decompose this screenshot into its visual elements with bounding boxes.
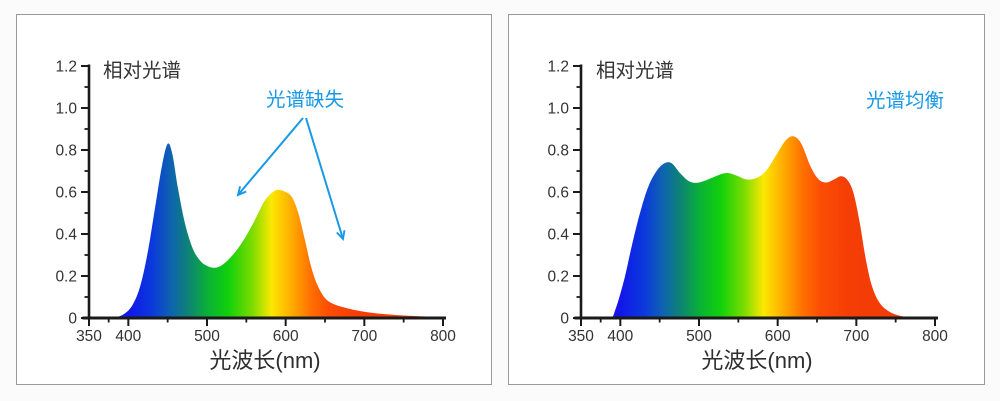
- x-tick-label: 350: [76, 328, 102, 345]
- y-tick-label: 1.2: [55, 58, 77, 75]
- y-tick-label: 1.2: [547, 58, 569, 75]
- spectrum-area: [115, 143, 443, 318]
- y-tick-label: 0.2: [55, 268, 77, 285]
- x-tick-label: 400: [115, 328, 141, 345]
- chart-title: 相对光谱: [596, 60, 674, 82]
- y-tick-label: 1.0: [547, 100, 569, 117]
- x-tick-label: 800: [430, 328, 456, 345]
- spectrum-area: [612, 136, 913, 318]
- y-tick-label: 0.6: [55, 184, 77, 201]
- spectrum-chart-right: 350 400 500 600 700 800 0 0.2 0.4 0.6 0.8 1.0 1.2 相对…: [547, 58, 948, 373]
- x-tick-label: 500: [686, 328, 712, 345]
- y-tick-label: 0.8: [547, 142, 569, 159]
- x-tick-label: 500: [194, 328, 220, 345]
- annotation-arrow-left-icon: [236, 117, 304, 197]
- x-tick-label: 600: [765, 328, 791, 345]
- x-axis-title: 光波长(nm): [701, 348, 812, 373]
- y-tick-label: 0.8: [55, 142, 77, 159]
- chart-panel-left: 350 400 500 600 700 800 0 0.2 0.4 0.6 0.8 1.0 1.2 相对…: [16, 14, 492, 385]
- y-tick-label: 0: [560, 310, 569, 327]
- x-tick-label: 800: [922, 328, 948, 345]
- x-tick-label: 400: [607, 328, 633, 345]
- y-tick-label: 0: [68, 310, 77, 327]
- x-tick-label: 600: [273, 328, 299, 345]
- y-tick-label: 1.0: [55, 100, 77, 117]
- y-tick-label: 0.4: [547, 226, 569, 243]
- x-axis-title: 光波长(nm): [209, 348, 320, 373]
- x-tick-label: 700: [351, 328, 377, 345]
- x-tick-label: 350: [568, 328, 594, 345]
- annotation-arrow-right-icon: [305, 117, 346, 242]
- y-tick-label: 0.6: [547, 184, 569, 201]
- y-tick-label: 0.4: [55, 226, 77, 243]
- spectrum-chart-left: 350 400 500 600 700 800 0 0.2 0.4 0.6 0.8 1.0 1.2 相对…: [55, 58, 456, 373]
- annotation-missing-label: 光谱缺失: [266, 89, 344, 111]
- annotation-balanced-label: 光谱均衡: [866, 90, 944, 112]
- chart-panel-right: 350 400 500 600 700 800 0 0.2 0.4 0.6 0.8 1.0 1.2 相对…: [508, 14, 985, 385]
- x-tick-label: 700: [843, 328, 869, 345]
- chart-title: 相对光谱: [103, 60, 181, 82]
- annotation-arrows: [236, 117, 346, 242]
- y-tick-label: 0.2: [547, 268, 569, 285]
